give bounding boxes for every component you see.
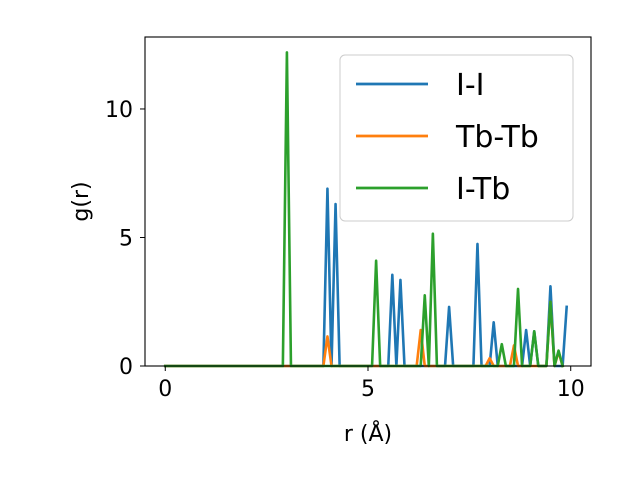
y-tick-label: 10 — [105, 98, 133, 123]
x-axis-title: r (Å) — [344, 420, 392, 447]
x-tick-label: 10 — [557, 377, 585, 402]
legend-label-1: Tb-Tb — [455, 120, 539, 155]
y-tick-label: 0 — [119, 355, 133, 380]
legend-label-0: I-I — [456, 68, 485, 103]
legend-box — [339, 54, 574, 222]
y-axis: 0 5 10 — [105, 98, 145, 380]
x-tick-label: 0 — [158, 377, 172, 402]
legend: I-I Tb-Tb I-Tb — [339, 54, 574, 222]
x-axis: 0 5 10 — [158, 366, 585, 402]
legend-label-2: I-Tb — [456, 172, 510, 207]
x-tick-label: 5 — [361, 377, 375, 402]
y-axis-title: g(r) — [69, 181, 94, 221]
y-tick-label: 5 — [119, 226, 133, 251]
